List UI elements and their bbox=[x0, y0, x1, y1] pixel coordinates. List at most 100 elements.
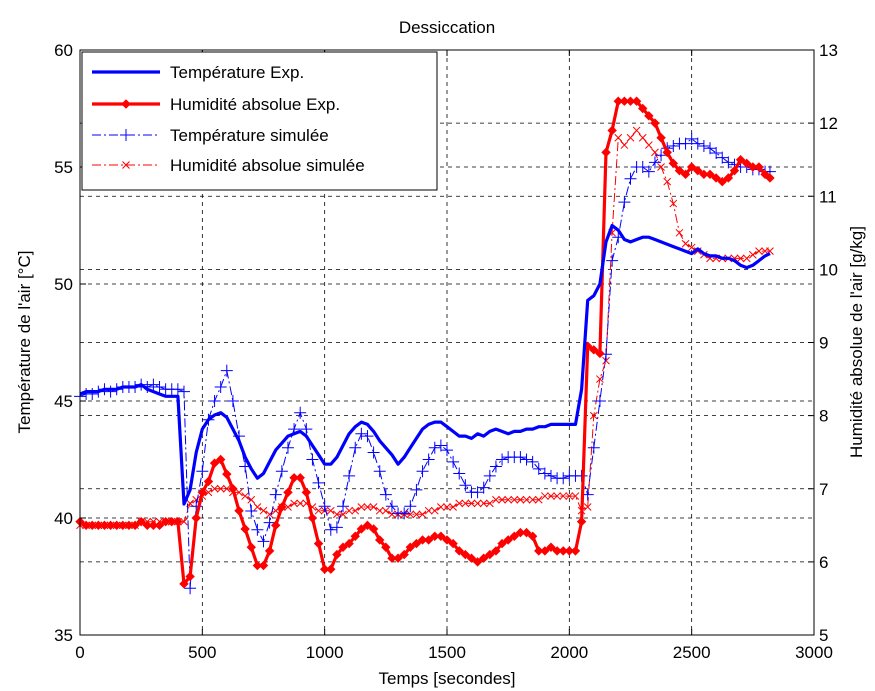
data-point bbox=[755, 247, 763, 255]
data-point bbox=[557, 472, 570, 485]
y-left-tick-label: 50 bbox=[54, 275, 73, 294]
y-right-tick-label: 13 bbox=[819, 41, 838, 60]
data-point bbox=[669, 199, 678, 208]
data-point bbox=[295, 473, 305, 483]
data-point bbox=[547, 492, 555, 500]
data-point bbox=[644, 141, 653, 149]
data-point bbox=[693, 165, 703, 176]
data-point bbox=[648, 156, 661, 169]
data-point bbox=[729, 165, 740, 176]
data-point bbox=[559, 492, 568, 500]
data-point bbox=[275, 465, 288, 478]
data-point bbox=[289, 473, 299, 483]
data-point bbox=[356, 524, 367, 534]
data-point bbox=[418, 510, 427, 519]
data-point bbox=[504, 495, 513, 504]
data-point bbox=[399, 549, 409, 560]
data-point bbox=[363, 503, 372, 511]
data-point bbox=[330, 521, 343, 534]
axes: 0 500 1000 1500 2000 2500 3000 35 40 45 50 55 60 5 6 7 8… bbox=[54, 41, 838, 662]
data-point bbox=[332, 549, 342, 560]
data-point bbox=[485, 549, 495, 560]
data-point bbox=[306, 453, 319, 466]
data-point bbox=[259, 506, 268, 515]
data-point bbox=[410, 483, 423, 496]
legend-label: Humidité absolue simulée bbox=[170, 156, 365, 175]
data-point bbox=[632, 126, 641, 135]
data-point bbox=[711, 173, 721, 183]
data-point bbox=[760, 169, 770, 180]
data-point bbox=[765, 173, 775, 183]
data-point bbox=[434, 439, 447, 452]
data-point bbox=[674, 165, 685, 176]
data-point bbox=[362, 520, 373, 531]
data-point bbox=[381, 506, 390, 515]
data-point bbox=[326, 506, 335, 515]
data-point bbox=[184, 582, 197, 595]
data-point bbox=[294, 406, 307, 419]
y-left-tick-label: 55 bbox=[54, 158, 73, 177]
data-point bbox=[491, 546, 501, 556]
data-point bbox=[179, 579, 189, 589]
data-point bbox=[118, 520, 128, 531]
data-point bbox=[489, 460, 502, 473]
data-point bbox=[546, 542, 556, 552]
data-point bbox=[343, 469, 356, 482]
data-point bbox=[86, 387, 99, 400]
data-point bbox=[748, 162, 758, 172]
data-point bbox=[416, 465, 429, 478]
data-point bbox=[361, 430, 374, 443]
data-point bbox=[99, 520, 110, 531]
data-point bbox=[651, 148, 659, 157]
data-point bbox=[492, 495, 500, 504]
data-point bbox=[681, 239, 690, 248]
data-point bbox=[154, 520, 165, 531]
data-point bbox=[417, 535, 428, 545]
data-point bbox=[398, 507, 411, 520]
legend-label: Température Exp. bbox=[170, 63, 304, 82]
x-tick-label: 2000 bbox=[550, 643, 588, 662]
data-point bbox=[385, 500, 398, 513]
data-point bbox=[283, 487, 293, 498]
data-point bbox=[528, 495, 537, 504]
data-point bbox=[130, 520, 140, 531]
data-point bbox=[257, 535, 270, 548]
data-point bbox=[735, 154, 746, 165]
data-point bbox=[636, 161, 649, 173]
data-point bbox=[339, 510, 347, 519]
data-point bbox=[209, 458, 220, 468]
data-point bbox=[442, 535, 452, 545]
data-point bbox=[368, 524, 379, 534]
data-point bbox=[748, 250, 757, 259]
data-point bbox=[466, 553, 477, 563]
data-point bbox=[196, 465, 209, 478]
data-point bbox=[264, 546, 275, 556]
data-point bbox=[269, 488, 282, 501]
legend-marker bbox=[120, 129, 132, 141]
data-point bbox=[650, 118, 660, 128]
data-point bbox=[644, 111, 654, 121]
data-point bbox=[679, 137, 692, 150]
data-point bbox=[437, 503, 445, 511]
data-point bbox=[516, 495, 525, 504]
data-point bbox=[180, 517, 188, 526]
series-0 bbox=[79, 223, 771, 506]
data-point bbox=[680, 169, 691, 180]
data-point bbox=[447, 455, 460, 468]
legend-box bbox=[81, 51, 438, 191]
data-point bbox=[544, 469, 557, 482]
data-point bbox=[655, 149, 668, 162]
data-point bbox=[245, 504, 258, 517]
data-point bbox=[477, 481, 490, 494]
data-point bbox=[667, 139, 680, 152]
data-point bbox=[691, 137, 704, 150]
data-point bbox=[430, 506, 439, 515]
data-point bbox=[405, 542, 416, 552]
data-point bbox=[271, 520, 281, 531]
data-point bbox=[258, 560, 269, 571]
data-point bbox=[687, 243, 696, 252]
data-point bbox=[252, 560, 263, 571]
data-point bbox=[448, 538, 458, 549]
data-point bbox=[614, 133, 623, 142]
data-point bbox=[422, 453, 435, 466]
